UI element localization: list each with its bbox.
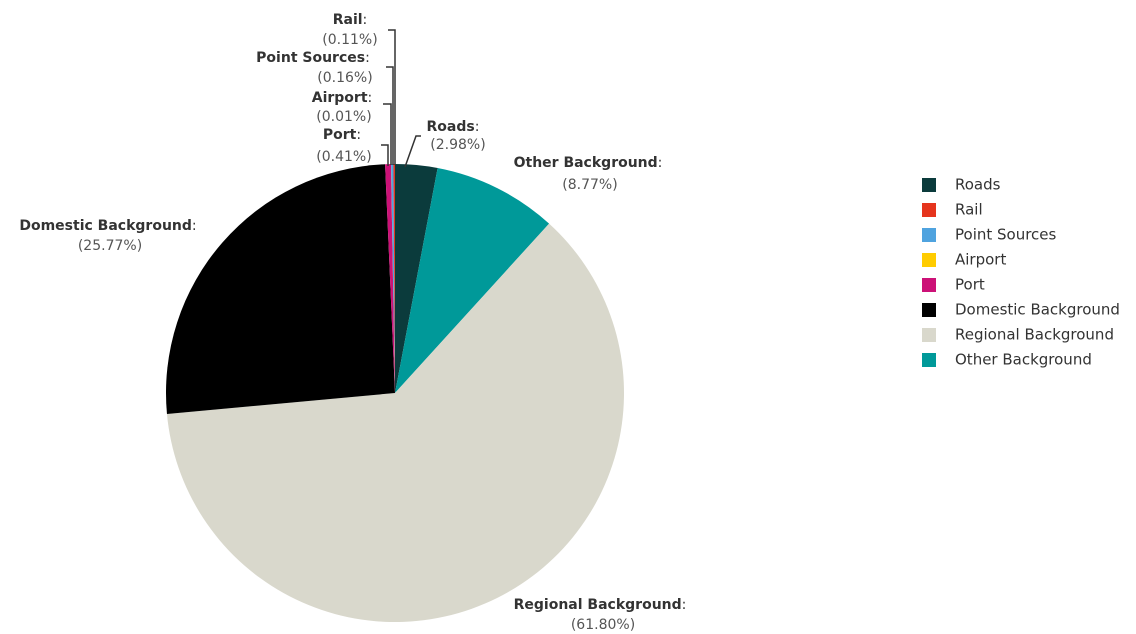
legend-label: Domestic Background [955, 301, 1120, 319]
legend-label: Other Background [955, 351, 1092, 369]
slice-label: Other Background: [514, 155, 663, 171]
legend-label: Point Sources [955, 226, 1057, 244]
slice-label: Rail: [333, 12, 368, 28]
legend-swatch [922, 228, 936, 242]
pie-slice [166, 223, 624, 622]
pie-slice [393, 164, 395, 393]
legend-label: Regional Background [955, 326, 1114, 344]
pie-slice [395, 164, 438, 393]
legend-swatch [922, 253, 936, 267]
legend-label: Rail [955, 201, 983, 219]
slice-name: Regional Background [514, 597, 682, 613]
slice-value-label: (0.41%) [316, 149, 371, 165]
label-connector [386, 66, 394, 165]
slice-name: Roads [427, 119, 475, 135]
pie-slice [166, 164, 395, 414]
slice-value-label: (0.01%) [316, 109, 371, 125]
label-suffix: : [192, 218, 197, 234]
label-suffix: : [658, 155, 663, 171]
label-suffix: : [368, 90, 373, 106]
legend-label: Port [955, 276, 985, 294]
label-suffix: : [682, 597, 687, 613]
label-suffix: : [475, 119, 480, 135]
slice-value-label: (25.77%) [78, 238, 142, 254]
legend-swatch [922, 353, 936, 367]
pie-slice [385, 164, 395, 393]
slice-name: Domestic Background [19, 218, 192, 234]
slice-label: Airport: [312, 90, 373, 106]
legend-swatch [922, 278, 936, 292]
slice-value-label: (2.98%) [430, 137, 485, 153]
slice-label: Regional Background: [514, 597, 687, 613]
slice-name: Airport [312, 90, 368, 106]
slice-name: Other Background [514, 155, 658, 171]
pie-slice [390, 164, 395, 393]
label-connector [381, 144, 389, 166]
label-suffix: : [356, 127, 361, 143]
legend-swatch [922, 328, 936, 342]
legend-swatch [922, 303, 936, 317]
legend-label: Roads [955, 176, 1001, 194]
slice-name: Rail [333, 12, 363, 28]
slice-name: Point Sources [256, 50, 365, 66]
slice-label: Domestic Background: [19, 218, 196, 234]
legend-swatch [922, 178, 936, 192]
pie-slice [395, 168, 550, 393]
slice-value-label: (8.77%) [562, 177, 617, 193]
slice-label: Point Sources: [256, 50, 370, 66]
label-connector [404, 135, 421, 168]
legend-label: Airport [955, 251, 1006, 269]
slice-label: Port: [323, 127, 361, 143]
label-suffix: : [365, 50, 370, 66]
slice-name: Port [323, 127, 357, 143]
slice-value-label: (61.80%) [571, 617, 635, 633]
pie-slice [391, 164, 395, 393]
label-connector [388, 29, 396, 165]
slice-label: Roads: [427, 119, 480, 135]
label-connector [383, 103, 392, 165]
legend-swatch [922, 203, 936, 217]
slice-value-label: (0.16%) [317, 70, 372, 86]
label-suffix: : [363, 12, 368, 28]
slice-value-label: (0.11%) [322, 32, 377, 48]
